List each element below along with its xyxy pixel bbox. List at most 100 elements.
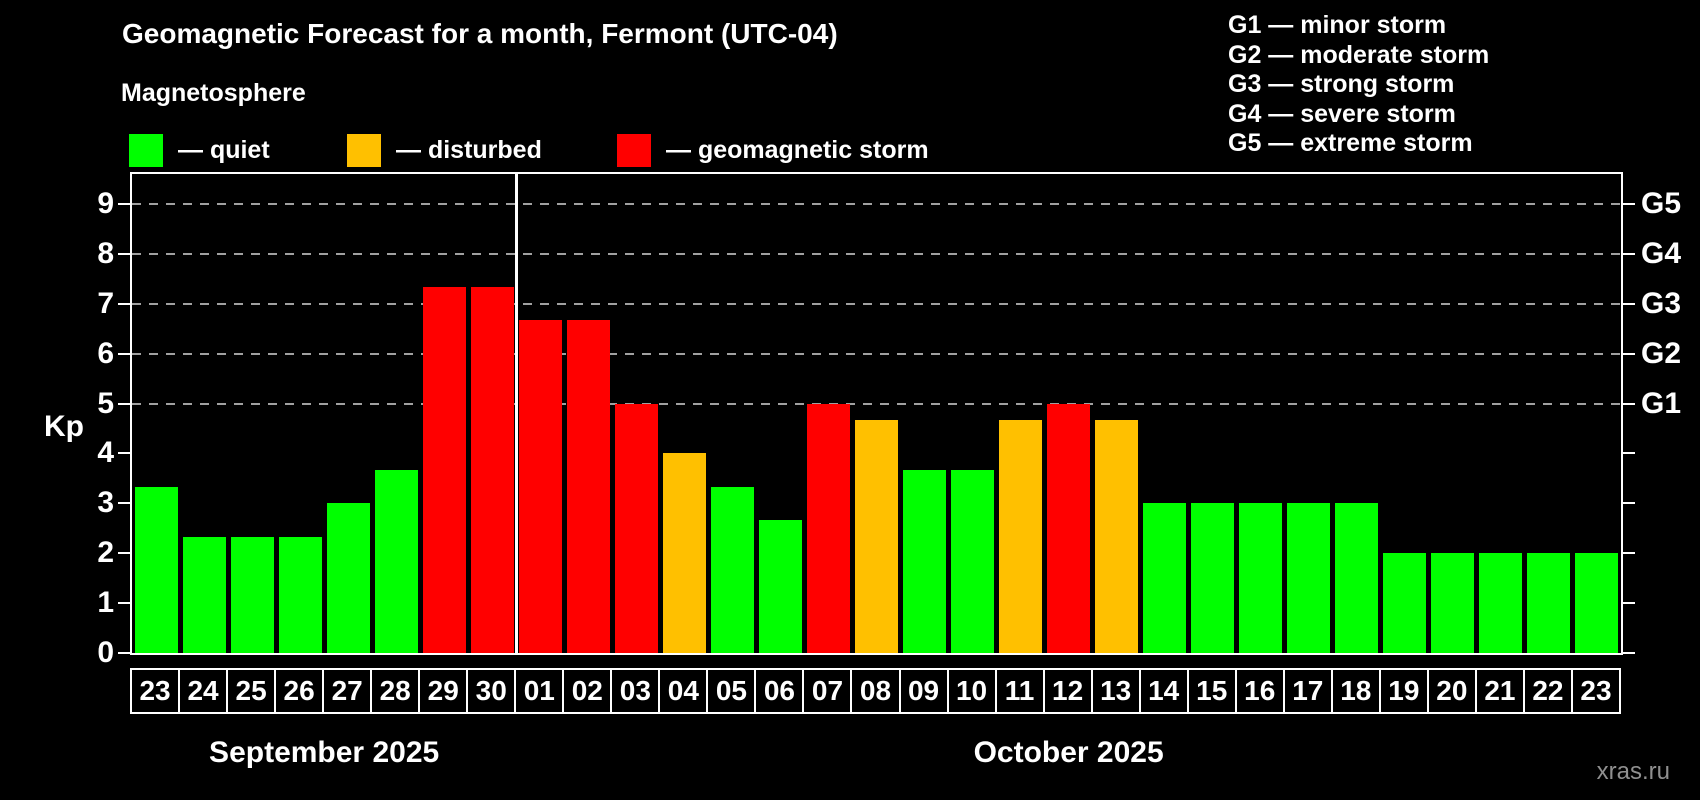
y-axis-tick-left <box>118 602 130 605</box>
y-axis-label-4: 4 <box>97 436 114 470</box>
legend-item-quiet: — quiet <box>129 134 270 167</box>
date-cell: 17 <box>1282 668 1333 714</box>
y-axis-tick-left <box>118 552 130 555</box>
page-title: Geomagnetic Forecast for a month, Fermon… <box>122 18 838 49</box>
g-axis-label-g5: G5 <box>1641 186 1682 220</box>
date-cell: 28 <box>370 668 421 714</box>
y-axis-label-6: 6 <box>97 336 114 370</box>
y-axis-tick-left <box>118 502 130 505</box>
y-axis-tick-left <box>118 252 130 255</box>
month-separator-line <box>514 174 518 653</box>
kp-bar-oct-11 <box>999 420 1043 653</box>
date-cell: 21 <box>1474 668 1525 714</box>
y-axis-tick-left <box>118 352 130 355</box>
y-axis-tick-right <box>1623 252 1635 255</box>
magnetosphere-label: Magnetosphere <box>121 79 306 107</box>
date-cell: 23 <box>1570 668 1621 714</box>
y-axis-tick-right <box>1623 402 1635 405</box>
kp-bar-oct-21 <box>1479 553 1523 653</box>
date-cell: 01 <box>514 668 565 714</box>
kp-bar-sep-29 <box>422 287 466 653</box>
date-cell: 13 <box>1090 668 1141 714</box>
kp-bar-oct-15 <box>1191 503 1235 653</box>
kp-bar-sep-25 <box>230 536 274 653</box>
g-scale-line: G3 — strong storm <box>1228 70 1455 98</box>
date-cell: 30 <box>466 668 517 714</box>
date-cell: 07 <box>802 668 853 714</box>
gridline-kp-7 <box>132 302 1621 305</box>
kp-bar-oct-09 <box>903 469 947 653</box>
y-axis-tick-left <box>118 402 130 405</box>
date-cell: 22 <box>1522 668 1573 714</box>
date-cell: 27 <box>322 668 373 714</box>
month-label-september: September 2025 <box>209 736 440 769</box>
date-cell: 25 <box>226 668 277 714</box>
kp-bar-oct-18 <box>1335 503 1379 653</box>
date-cell: 23 <box>130 668 181 714</box>
kp-bar-oct-02 <box>566 320 610 653</box>
kp-bar-sep-27 <box>326 503 370 653</box>
y-axis-tick-left <box>118 452 130 455</box>
kp-bar-sep-28 <box>374 469 418 653</box>
kp-bar-oct-17 <box>1287 503 1331 653</box>
y-axis-tick-left <box>118 302 130 305</box>
kp-bar-oct-23 <box>1575 553 1619 653</box>
y-axis-label-7: 7 <box>97 286 114 320</box>
date-cell: 02 <box>562 668 613 714</box>
quiet-swatch-icon <box>129 134 163 167</box>
legend-item-disturbed: — disturbed <box>347 134 542 167</box>
y-axis-label-9: 9 <box>97 186 114 220</box>
kp-bar-oct-08 <box>854 420 898 653</box>
y-axis-label-3: 3 <box>97 486 114 520</box>
date-cell: 04 <box>658 668 709 714</box>
y-axis-tick-right <box>1623 652 1635 654</box>
date-cell: 26 <box>274 668 325 714</box>
date-cell: 03 <box>610 668 661 714</box>
gridline-kp-8 <box>132 252 1621 255</box>
month-label-october: October 2025 <box>973 736 1164 769</box>
g-scale-line: G2 — moderate storm <box>1228 40 1490 69</box>
kp-bar-sep-24 <box>182 536 226 653</box>
date-cell: 15 <box>1186 668 1237 714</box>
kp-bar-oct-13 <box>1095 420 1139 653</box>
disturbed-swatch-icon <box>347 134 381 167</box>
date-cell: 12 <box>1042 668 1093 714</box>
legend-label-storm: — geomagnetic storm <box>666 136 929 164</box>
kp-bar-sep-23 <box>134 486 178 653</box>
y-axis-tick-right <box>1623 602 1635 605</box>
kp-bar-sep-26 <box>278 536 322 653</box>
g-scale-legend: G1 — minor storm G2 — moderate storm G3 — … <box>1228 11 1489 159</box>
kp-bar-oct-03 <box>614 403 658 653</box>
kp-bar-oct-05 <box>710 486 754 653</box>
kp-bar-sep-30 <box>470 287 514 653</box>
kp-bar-oct-20 <box>1431 553 1475 653</box>
y-axis-tick-right <box>1623 302 1635 305</box>
y-axis-label-5: 5 <box>97 386 114 420</box>
y-axis-tick-right <box>1623 202 1635 205</box>
date-cell: 05 <box>706 668 757 714</box>
date-cell: 24 <box>178 668 229 714</box>
kp-bar-oct-16 <box>1239 503 1283 653</box>
g-axis-label-g3: G3 <box>1641 286 1682 320</box>
gridline-kp-5 <box>132 402 1621 405</box>
g-scale-line: G1 — minor storm <box>1228 11 1447 39</box>
y-axis-title: Kp <box>44 410 84 443</box>
legend-item-storm: — geomagnetic storm <box>617 134 929 167</box>
y-axis-tick-right <box>1623 452 1635 455</box>
date-cell: 08 <box>850 668 901 714</box>
kp-bar-oct-04 <box>662 453 706 653</box>
g-scale-line: G5 — extreme storm <box>1228 129 1473 157</box>
date-cell: 19 <box>1378 668 1429 714</box>
g-axis-label-g4: G4 <box>1641 236 1682 270</box>
y-axis-tick-left <box>118 202 130 205</box>
gridline-kp-9 <box>132 202 1621 205</box>
kp-bar-oct-06 <box>758 519 802 653</box>
kp-bar-oct-14 <box>1143 503 1187 653</box>
y-axis-label-0: 0 <box>97 636 114 669</box>
y-axis-label-1: 1 <box>97 586 114 620</box>
date-cell: 09 <box>898 668 949 714</box>
storm-swatch-icon <box>617 134 651 167</box>
date-cell: 06 <box>754 668 805 714</box>
y-axis-label-2: 2 <box>97 536 114 570</box>
legend-label-disturbed: — disturbed <box>396 136 542 164</box>
